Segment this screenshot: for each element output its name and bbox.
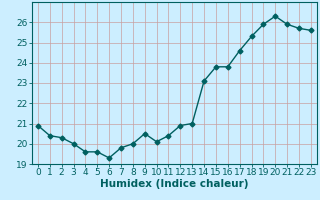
X-axis label: Humidex (Indice chaleur): Humidex (Indice chaleur) (100, 179, 249, 189)
